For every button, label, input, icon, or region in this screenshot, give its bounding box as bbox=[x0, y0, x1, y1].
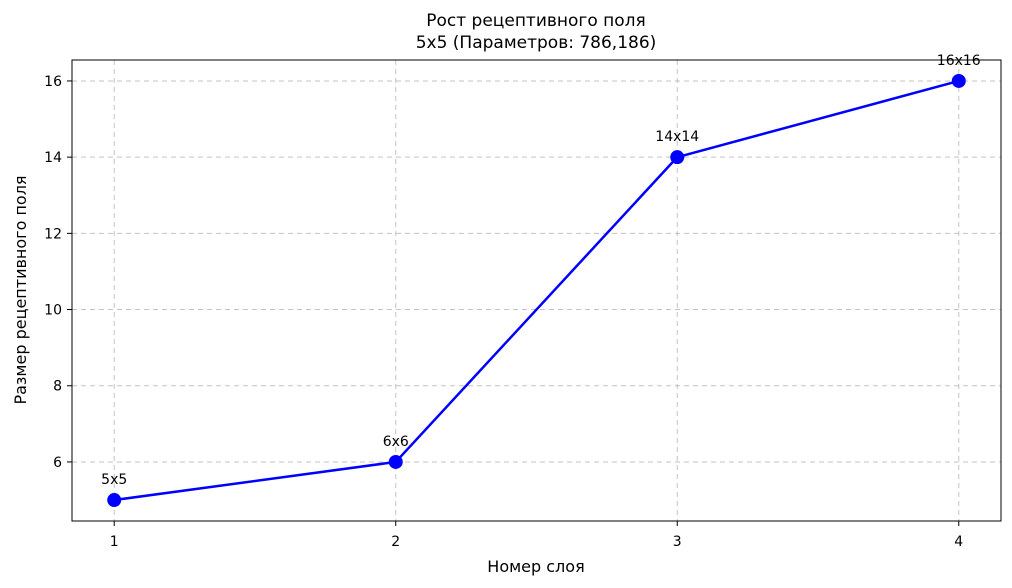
data-point bbox=[670, 150, 685, 165]
x-tick-label: 1 bbox=[110, 534, 119, 550]
chart-title: Рост рецептивного поля bbox=[426, 11, 646, 31]
x-tick-label: 3 bbox=[673, 534, 682, 550]
y-axis-ticks: 6 8 10 12 14 16 bbox=[44, 74, 72, 471]
data-point bbox=[951, 73, 966, 88]
data-point-label: 14x14 bbox=[655, 129, 699, 145]
x-tick-label: 2 bbox=[391, 534, 400, 550]
y-tick-label: 10 bbox=[44, 303, 62, 319]
y-tick-label: 6 bbox=[53, 455, 62, 471]
chart-subtitle: 5x5 (Параметров: 786,186) bbox=[416, 33, 657, 53]
data-point-label: 16x16 bbox=[937, 53, 981, 69]
data-point-label: 5x5 bbox=[101, 472, 127, 488]
data-point bbox=[388, 454, 403, 469]
x-tick-label: 4 bbox=[954, 534, 963, 550]
y-axis-label: Размер рецептивного поля bbox=[11, 175, 30, 404]
y-tick-label: 16 bbox=[44, 74, 62, 90]
series-line bbox=[112, 79, 961, 502]
data-point bbox=[107, 493, 122, 508]
y-tick-label: 12 bbox=[44, 226, 62, 242]
y-tick-label: 14 bbox=[44, 150, 62, 166]
grid bbox=[72, 60, 1001, 521]
data-point-label: 6x6 bbox=[383, 434, 409, 450]
x-axis-label: Номер слоя bbox=[487, 557, 584, 576]
series-layer bbox=[107, 73, 966, 508]
plot-area-frame bbox=[71, 59, 1002, 522]
data-labels: 5x5 6x6 14x14 16x16 bbox=[101, 53, 981, 488]
y-tick-label: 8 bbox=[53, 379, 62, 395]
x-axis-ticks: 1 2 3 4 bbox=[110, 521, 963, 550]
